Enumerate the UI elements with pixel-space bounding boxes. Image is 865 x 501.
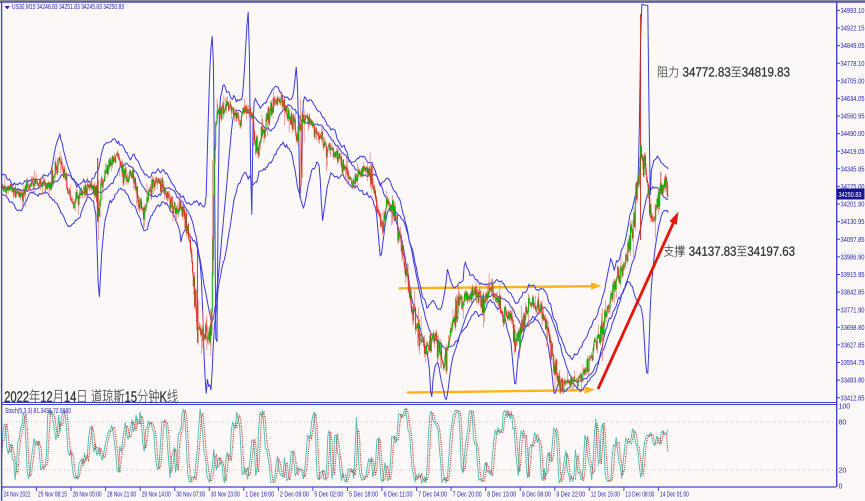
svg-text:7 Dec 04:00: 7 Dec 04:00 xyxy=(418,490,447,499)
svg-text:33842.85: 33842.85 xyxy=(841,288,865,297)
svg-text:20: 20 xyxy=(839,468,847,475)
svg-text:2 Dec 09:00: 2 Dec 09:00 xyxy=(280,490,309,499)
svg-text:34560.95: 34560.95 xyxy=(841,112,865,121)
svg-text:34778.10: 34778.10 xyxy=(841,59,865,68)
svg-text:34490.00: 34490.00 xyxy=(841,129,865,138)
svg-text:34250.83: 34250.83 xyxy=(839,190,862,199)
svg-text:7 Dec 20:00: 7 Dec 20:00 xyxy=(453,490,482,499)
svg-text:1 Dec 16:00: 1 Dec 16:00 xyxy=(245,490,274,499)
svg-text:33915.95: 33915.95 xyxy=(841,270,865,279)
svg-text:28 Nov 05:00: 28 Nov 05:00 xyxy=(73,490,102,499)
svg-text:34849.05: 34849.05 xyxy=(841,41,865,50)
svg-text:34419.05: 34419.05 xyxy=(841,147,865,156)
svg-text:34345.95: 34345.95 xyxy=(841,164,865,173)
svg-text:34130.95: 34130.95 xyxy=(841,217,865,226)
svg-text:13 Dec 08:00: 13 Dec 08:00 xyxy=(625,490,654,499)
svg-text:US30,M15 34246.83 34251.83 34: US30,M15 34246.83 34251.83 34245.83 3425… xyxy=(12,2,124,11)
svg-text:34201.90: 34201.90 xyxy=(841,200,865,209)
svg-text:30 Nov 23:00: 30 Nov 23:00 xyxy=(211,490,240,499)
svg-text:34922.15: 34922.15 xyxy=(841,24,865,33)
svg-text:12 Dec 15:00: 12 Dec 15:00 xyxy=(591,490,620,499)
svg-text:24 Nov 2022: 24 Nov 2022 xyxy=(4,490,31,499)
svg-text:30 Nov 07:00: 30 Nov 07:00 xyxy=(176,490,205,499)
svg-text:9 Dec 06:00: 9 Dec 06:00 xyxy=(522,490,551,499)
svg-text:25 Nov 08:15: 25 Nov 08:15 xyxy=(38,490,67,499)
svg-text:29 Nov 14:00: 29 Nov 14:00 xyxy=(142,490,171,499)
svg-text:33412.85: 33412.85 xyxy=(841,393,865,402)
svg-text:33771.90: 33771.90 xyxy=(841,305,865,314)
svg-text:5 Dec 02:00: 5 Dec 02:00 xyxy=(314,490,343,499)
svg-text:28 Nov 21:00: 28 Nov 21:00 xyxy=(107,490,136,499)
svg-text:14 Dec 01:00: 14 Dec 01:00 xyxy=(660,490,689,499)
svg-text:33483.80: 33483.80 xyxy=(841,376,865,385)
svg-text:0: 0 xyxy=(839,484,843,491)
svg-text:9 Dec 22:00: 9 Dec 22:00 xyxy=(556,490,585,499)
svg-text:5 Dec 18:00: 5 Dec 18:00 xyxy=(349,490,378,499)
svg-text:34275.00: 34275.00 xyxy=(841,182,865,191)
svg-text:33698.80: 33698.80 xyxy=(841,323,865,332)
svg-text:33986.90: 33986.90 xyxy=(841,253,865,262)
svg-text:Stoch(5,3,3) 81.3433 72.9160: Stoch(5,3,3) 81.3433 72.9160 xyxy=(5,406,71,415)
svg-text:34993.10: 34993.10 xyxy=(841,6,865,15)
svg-text:33627.85: 33627.85 xyxy=(841,341,865,350)
svg-text:34057.85: 34057.85 xyxy=(841,235,865,244)
svg-text:33554.75: 33554.75 xyxy=(841,358,865,367)
svg-text:80: 80 xyxy=(839,420,847,427)
svg-text:34634.05: 34634.05 xyxy=(841,94,865,103)
svg-text:8 Dec 13:00: 8 Dec 13:00 xyxy=(487,490,516,499)
svg-text:6 Dec 11:00: 6 Dec 11:00 xyxy=(384,490,413,499)
svg-text:100: 100 xyxy=(839,404,851,411)
svg-text:34705.00: 34705.00 xyxy=(841,76,865,85)
